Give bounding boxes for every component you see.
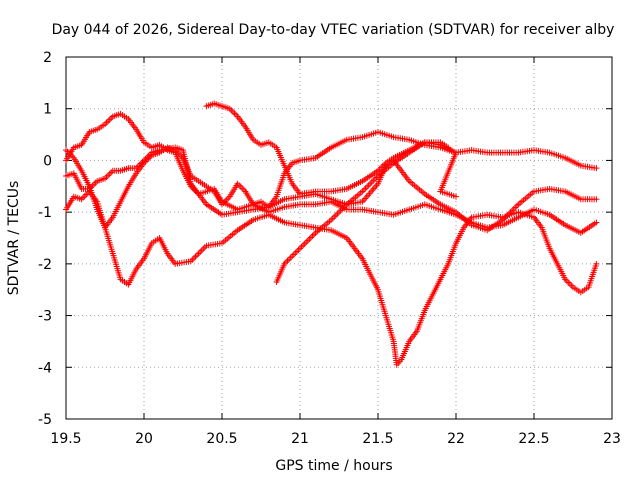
data-point-sat-b: [105, 118, 112, 125]
x-tick-label: 20.5: [206, 431, 237, 447]
data-point-sat-f: [306, 236, 313, 243]
data-point-sat-f: [292, 249, 299, 256]
data-point-sat-a: [195, 250, 202, 257]
data-point-sat-c: [225, 195, 232, 202]
y-axis-label: SDTVAR / TECUs: [6, 181, 22, 296]
data-point-sat-a: [197, 248, 204, 255]
data-point-sat-c: [240, 186, 247, 193]
data-point-sat-c: [593, 219, 600, 226]
data-point-sat-f: [332, 212, 339, 219]
data-point-sat-f: [453, 193, 459, 200]
data-point-sat-f: [368, 179, 375, 186]
data-point-sat-a: [192, 253, 199, 260]
data-point-sat-e: [231, 110, 238, 117]
y-tick-label: -2: [38, 257, 52, 273]
data-point-sat-a: [83, 191, 90, 198]
data-point-sat-f: [336, 209, 342, 216]
data-point-sat-f: [289, 253, 296, 260]
data-point-sat-f: [362, 185, 369, 192]
data-point-sat-f: [295, 246, 302, 253]
data-point-sat-f: [301, 240, 308, 247]
x-axis-ticks: 19.5 20 20.5 21 21.5 22 22.5 23: [50, 57, 621, 447]
x-tick-label: 20: [135, 431, 153, 447]
data-point-sat-e: [229, 108, 236, 115]
data-point-sat-f: [365, 182, 372, 189]
data-point-sat-f: [304, 237, 311, 244]
data-point-sat-f: [309, 232, 316, 239]
y-tick-label: -5: [38, 412, 52, 428]
data-point-sat-f: [370, 177, 377, 184]
data-point-sat-d: [593, 165, 600, 172]
y-tick-label: 1: [43, 102, 52, 118]
y-tick-label: 2: [43, 50, 52, 66]
plot-frame: [65, 56, 613, 420]
data-marks: [63, 100, 600, 368]
x-tick-label: 22.5: [518, 431, 549, 447]
data-point-sat-f: [331, 213, 338, 220]
data-point-sat-f: [307, 234, 314, 241]
data-point-sat-c: [237, 183, 244, 190]
data-point-sat-b: [512, 204, 519, 211]
data-point-sat-b: [593, 196, 600, 203]
data-point-sat-f: [293, 248, 300, 255]
data-point-sat-f: [360, 186, 367, 193]
y-axis-ticks: -5 -4 -3 -2 -1 0 1 2: [38, 50, 612, 428]
data-point-sat-f: [286, 256, 293, 263]
x-tick-label: 21.5: [362, 431, 393, 447]
data-point-sat-a: [568, 282, 575, 289]
data-point-sat-a: [200, 245, 207, 252]
data-point-sat-f: [311, 231, 318, 238]
data-point-sat-a: [194, 252, 201, 259]
data-point-sat-a: [190, 255, 197, 262]
data-point-sat-a: [566, 281, 573, 288]
data-point-sat-a: [593, 260, 600, 267]
x-axis-label: GPS time / hours: [275, 458, 392, 474]
x-tick-label: 22: [447, 431, 465, 447]
y-tick-label: -4: [38, 360, 52, 376]
data-point-sat-e: [233, 111, 240, 118]
y-tick-label: -3: [38, 309, 52, 325]
data-point-sat-f: [298, 243, 305, 250]
data-point-sat-f: [367, 180, 374, 187]
data-point-sat-f: [329, 215, 336, 222]
chart-title: Day 044 of 2026, Sidereal Day-to-day VTE…: [52, 22, 615, 38]
data-point-sat-f: [364, 183, 371, 190]
y-tick-label: 0: [43, 153, 52, 169]
y-tick-label: -1: [38, 205, 52, 221]
data-point-sat-a: [565, 279, 572, 286]
data-point-sat-f: [290, 251, 297, 258]
grid: [66, 57, 612, 419]
data-point-sat-f: [300, 242, 307, 249]
data-point-sat-c: [63, 147, 69, 154]
data-point-sat-a: [80, 194, 87, 201]
data-point-sat-f: [297, 245, 303, 252]
data-point-sat-b: [106, 116, 113, 123]
data-point-sat-f: [284, 257, 291, 264]
data-point-sat-f: [303, 239, 310, 246]
data-point-sat-d: [108, 169, 115, 176]
data-point-sat-d: [106, 170, 113, 177]
data-point-sat-a: [198, 247, 205, 254]
x-tick-label: 23: [603, 431, 621, 447]
data-point-sat-c: [239, 185, 246, 192]
x-tick-label: 19.5: [50, 431, 81, 447]
data-point-sat-b: [513, 202, 520, 209]
data-point-sat-f: [287, 254, 294, 261]
data-point-sat-b: [103, 119, 110, 126]
x-tick-label: 21: [291, 431, 309, 447]
data-point-sat-f: [334, 210, 341, 217]
data-point-sat-d: [105, 172, 112, 179]
